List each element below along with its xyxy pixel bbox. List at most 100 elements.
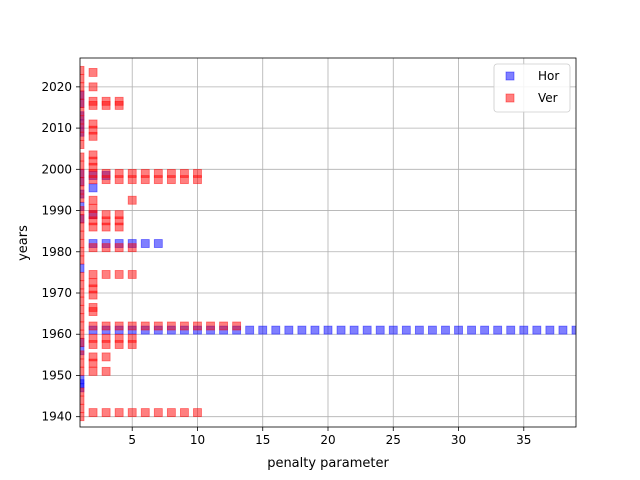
point-hor — [545, 325, 555, 335]
point-ver — [180, 321, 189, 331]
x-tick-label: 35 — [516, 433, 531, 447]
point-hor — [88, 183, 98, 193]
point-ver — [153, 175, 163, 185]
point-ver — [80, 366, 85, 376]
y-tick-label: 2000 — [41, 162, 72, 176]
point-ver — [80, 115, 85, 125]
y-tick-label: 2020 — [41, 80, 72, 94]
point-hor — [467, 325, 476, 335]
point-ver — [80, 321, 85, 331]
point-ver — [88, 68, 98, 77]
point-hor — [401, 325, 411, 335]
y-tick-label: 1970 — [41, 286, 72, 300]
point-ver — [80, 350, 85, 360]
point-ver — [153, 321, 163, 331]
point-ver — [88, 222, 98, 232]
y-axis-ticks: 1940 1950 1960 1970 1980 1990 2000 2010 2020 — [41, 80, 80, 424]
point-ver — [88, 408, 98, 417]
y-tick-label: 1960 — [41, 327, 72, 341]
point-ver — [80, 288, 85, 298]
point-ver — [80, 230, 85, 240]
point-hor — [454, 325, 463, 335]
point-ver — [101, 175, 111, 185]
legend-label: Ver — [538, 91, 558, 105]
point-ver — [80, 358, 85, 368]
point-ver — [127, 340, 137, 349]
point-ver — [80, 338, 85, 347]
point-ver — [80, 214, 85, 224]
point-ver — [80, 272, 85, 281]
point-ver — [80, 387, 85, 397]
point-ver — [80, 131, 85, 141]
point-ver — [80, 185, 85, 195]
point-ver — [140, 175, 150, 185]
y-axis-label: years — [16, 225, 31, 261]
point-hor — [558, 325, 568, 335]
point-ver — [232, 321, 242, 331]
point-ver — [193, 408, 202, 417]
point-ver — [80, 193, 85, 203]
point-ver — [80, 107, 85, 116]
point-ver — [80, 82, 85, 92]
point-ver — [166, 408, 176, 417]
point-hor — [80, 263, 85, 273]
y-tick-label: 1980 — [41, 245, 72, 259]
point-hor — [349, 325, 359, 335]
point-ver — [114, 408, 124, 417]
point-ver — [80, 65, 85, 75]
point-hor — [297, 325, 307, 335]
point-ver — [80, 247, 85, 257]
point-ver — [114, 340, 124, 349]
x-tick-label: 25 — [386, 433, 401, 447]
point-ver — [88, 358, 98, 368]
point-ver — [80, 160, 85, 170]
point-ver — [127, 270, 137, 279]
point-ver — [88, 195, 98, 205]
point-ver — [101, 340, 111, 349]
point-hor — [519, 325, 529, 335]
point-ver — [101, 352, 111, 362]
x-tick-label: 5 — [128, 433, 136, 447]
point-ver — [80, 206, 85, 215]
point-ver — [80, 177, 85, 187]
point-ver — [114, 243, 124, 253]
point-hor — [271, 325, 281, 335]
point-hor — [480, 325, 490, 335]
point-hor — [284, 325, 294, 335]
point-ver — [127, 243, 137, 253]
x-tick-label: 30 — [451, 433, 466, 447]
point-ver — [114, 175, 124, 185]
point-ver — [80, 222, 85, 232]
point-ver — [101, 101, 111, 110]
point-ver — [80, 123, 85, 133]
x-axis-label: penalty parameter — [267, 456, 389, 471]
legend-label: Hor — [538, 69, 559, 83]
point-hor — [375, 325, 385, 335]
point-ver — [101, 366, 111, 376]
point-ver — [180, 175, 189, 185]
point-ver — [80, 90, 85, 100]
plot-area — [80, 65, 576, 422]
point-ver — [88, 366, 98, 376]
point-ver — [88, 307, 98, 316]
point-ver — [166, 321, 176, 331]
point-ver — [101, 243, 111, 253]
point-ver — [88, 101, 98, 110]
point-hor — [506, 325, 516, 335]
x-tick-label: 15 — [255, 433, 270, 447]
y-tick-label: 1940 — [41, 410, 72, 424]
point-ver — [80, 74, 85, 84]
point-ver — [80, 280, 85, 290]
point-ver — [80, 395, 85, 405]
x-tick-label: 10 — [190, 433, 205, 447]
point-hor — [428, 325, 437, 335]
point-ver — [88, 270, 98, 279]
point-ver — [140, 408, 150, 417]
point-hor — [323, 325, 333, 335]
point-ver — [80, 296, 85, 306]
point-ver — [80, 255, 85, 265]
point-ver — [80, 313, 85, 323]
legend: Hor Ver — [493, 63, 571, 113]
grid-lines — [80, 58, 576, 427]
